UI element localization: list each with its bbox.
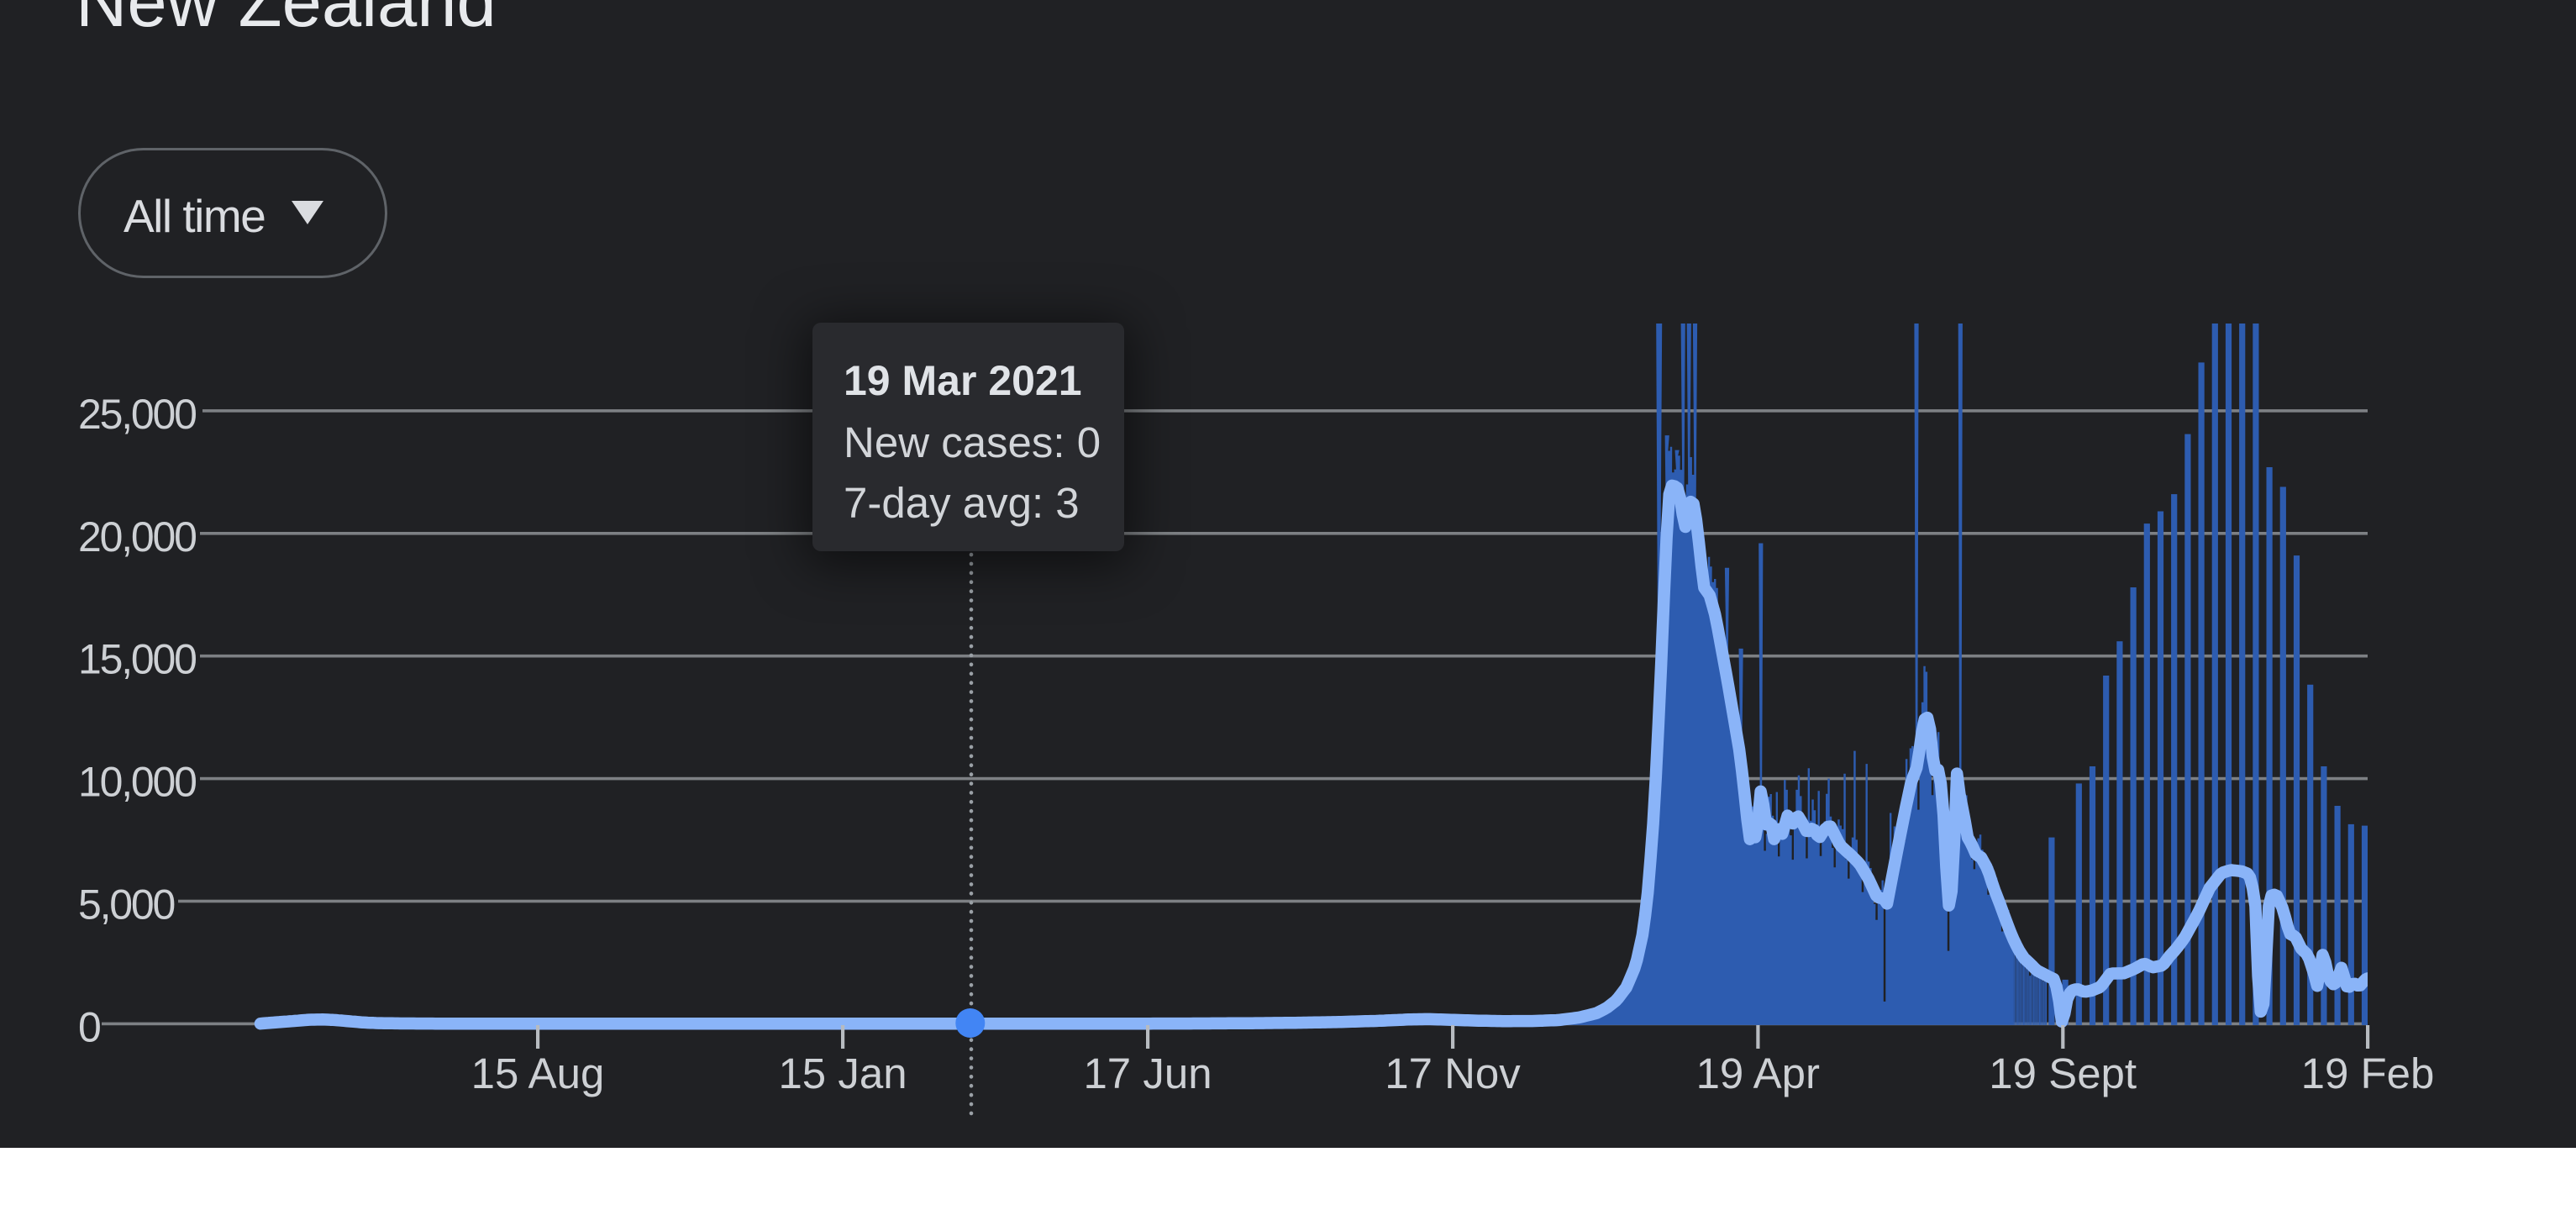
svg-text:17 Nov: 17 Nov xyxy=(1385,1050,1521,1097)
svg-text:5,000: 5,000 xyxy=(78,881,175,929)
svg-text:15 Jan: 15 Jan xyxy=(778,1050,907,1097)
svg-text:15 Aug: 15 Aug xyxy=(471,1050,605,1097)
svg-text:0: 0 xyxy=(78,1003,100,1050)
svg-text:19 Apr: 19 Apr xyxy=(1696,1050,1820,1097)
svg-text:20,000: 20,000 xyxy=(78,513,196,560)
svg-text:17 Jun: 17 Jun xyxy=(1083,1050,1212,1097)
svg-text:15,000: 15,000 xyxy=(78,636,196,683)
svg-text:19 Feb: 19 Feb xyxy=(2301,1050,2435,1097)
svg-text:25,000: 25,000 xyxy=(78,391,196,438)
svg-text:19 Sept: 19 Sept xyxy=(1989,1050,2137,1097)
svg-text:10,000: 10,000 xyxy=(78,759,196,806)
